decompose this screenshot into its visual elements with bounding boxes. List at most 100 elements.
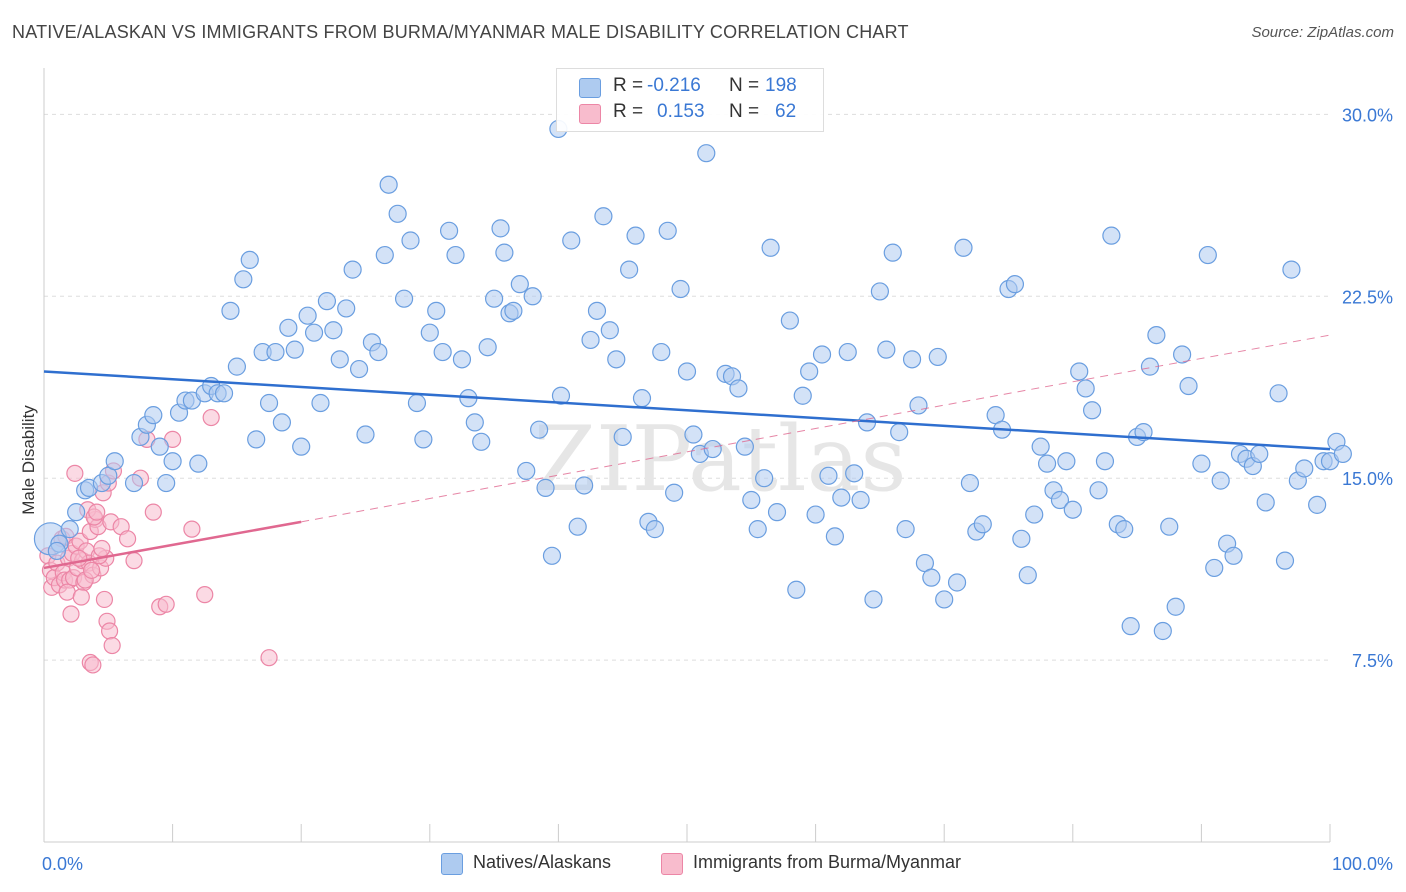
point-burma [118, 530, 137, 548]
point-natives [890, 423, 909, 442]
n-label: N = [729, 75, 760, 96]
point-natives [607, 350, 626, 369]
point-natives [613, 427, 632, 447]
point-natives [922, 568, 941, 587]
point-burma [260, 649, 278, 667]
r-value: -0.216 [647, 75, 701, 96]
point-natives [677, 362, 697, 381]
point-burma [202, 408, 220, 427]
point-natives [343, 260, 362, 279]
point-natives [1173, 345, 1192, 364]
point-natives [427, 301, 446, 320]
point-natives [568, 517, 587, 536]
point-natives [1076, 379, 1095, 398]
point-natives [703, 439, 722, 459]
point-natives [530, 420, 549, 439]
point-natives [379, 175, 398, 194]
point-natives [105, 452, 124, 471]
point-natives [729, 379, 748, 398]
point-natives [420, 323, 439, 342]
point-natives [742, 490, 761, 510]
point-burma [72, 588, 90, 606]
trend-line-burma [43, 520, 302, 570]
point-natives [60, 520, 79, 539]
point-natives [407, 393, 427, 413]
point-burma [88, 503, 106, 521]
point-natives [1037, 454, 1057, 473]
point-natives [806, 505, 825, 524]
point-natives [324, 321, 343, 340]
point-natives [851, 490, 870, 510]
point-natives [1005, 275, 1025, 294]
point-natives [960, 473, 980, 493]
point-natives [124, 473, 144, 493]
point-burma [62, 605, 80, 623]
point-natives [767, 503, 787, 522]
point-natives [272, 413, 292, 432]
point-natives [465, 413, 484, 432]
point-natives [1205, 558, 1224, 578]
series-natives-alaskans [33, 119, 1352, 641]
point-natives [1057, 452, 1076, 471]
point-natives [1192, 454, 1211, 473]
point-natives [1211, 471, 1230, 490]
point-natives [658, 221, 677, 240]
tick-labels: 7.5% 15.0% 22.5% 30.0% 0.0% 100.0% Male Disabi… [19, 105, 1393, 874]
point-natives [504, 301, 523, 320]
n-value: 198 [765, 75, 797, 96]
point-burma [95, 590, 114, 609]
point-burma [196, 586, 214, 604]
point-natives [144, 406, 163, 425]
point-natives [1025, 505, 1044, 524]
point-natives [825, 527, 844, 546]
point-natives [935, 590, 954, 609]
point-natives [1153, 621, 1172, 641]
trend-line-burma-extended [301, 334, 1331, 523]
point-natives [472, 432, 491, 451]
point-natives [1179, 376, 1198, 396]
point-natives [1147, 325, 1166, 345]
r-label: R = [613, 101, 644, 122]
point-burma [157, 595, 175, 613]
point-natives [1063, 500, 1082, 519]
point-natives [1095, 452, 1115, 471]
point-natives [748, 520, 767, 539]
point-natives [1012, 529, 1031, 548]
point-burma [144, 503, 162, 521]
point-natives [446, 245, 465, 265]
point-natives [928, 347, 947, 367]
x-tick-label-left: 0.0% [42, 854, 83, 874]
point-natives [877, 340, 896, 359]
point-natives [311, 393, 330, 413]
point-natives [414, 430, 433, 449]
point-natives [394, 289, 414, 308]
point-natives [298, 306, 317, 325]
watermark: ZIPatlas [533, 407, 906, 512]
point-natives [793, 386, 812, 405]
point-natives [800, 362, 819, 381]
point-natives [787, 580, 806, 599]
point-natives [870, 282, 890, 301]
n-value: 62 [775, 101, 797, 122]
point-natives [214, 384, 234, 403]
point-natives [1295, 459, 1314, 478]
point-natives [838, 342, 857, 362]
point-natives [671, 279, 690, 299]
y-tick-label: 15.0% [1342, 469, 1393, 489]
point-natives [1082, 401, 1102, 420]
point-natives [221, 301, 240, 320]
point-natives [495, 243, 514, 262]
point-natives [973, 515, 992, 534]
point-natives [947, 573, 967, 592]
point-natives [1198, 245, 1217, 265]
point-natives [761, 238, 780, 257]
point-natives [1070, 362, 1089, 381]
grid-lines [44, 113, 1330, 661]
legend-label: Immigrants from Burma/Myanmar [693, 852, 962, 872]
point-natives [349, 359, 369, 379]
legend-label: Natives/Alaskans [473, 852, 612, 872]
point-burma [103, 636, 121, 655]
point-natives [581, 330, 600, 350]
point-natives [1115, 520, 1134, 539]
point-natives [227, 357, 246, 376]
